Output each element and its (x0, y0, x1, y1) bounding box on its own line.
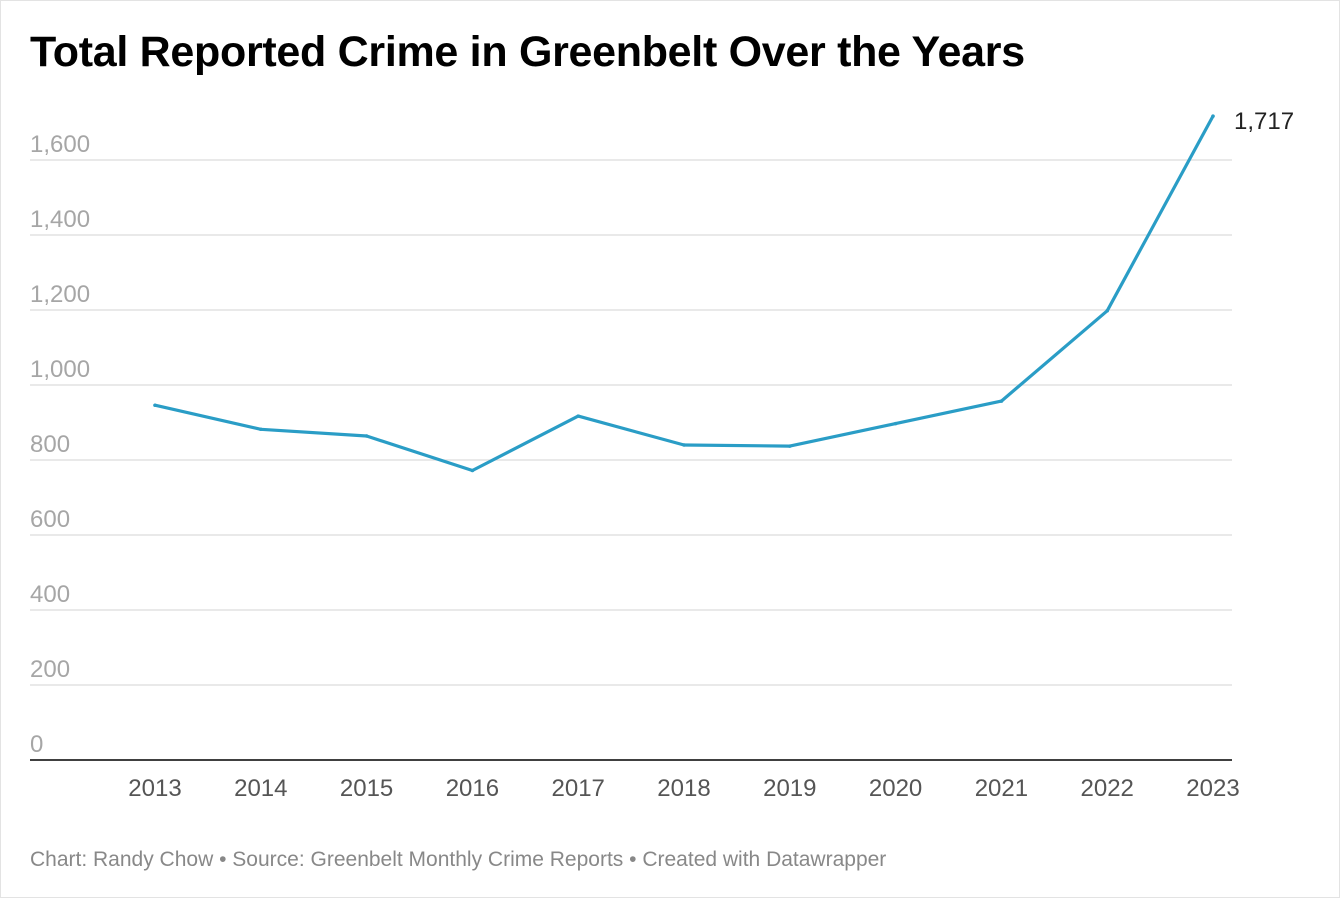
data-point (576, 414, 580, 418)
y-tick-label: 1,200 (30, 281, 90, 308)
data-point (1105, 308, 1109, 313)
footer-separator: • (219, 848, 227, 871)
footer-separator: • (629, 848, 637, 871)
data-point (153, 403, 157, 408)
data-point (788, 444, 792, 448)
x-tick-label: 2014 (234, 775, 287, 802)
chart-credit: Chart: Randy Chow (30, 848, 214, 871)
gridlines (30, 159, 1232, 761)
x-tick-label: 2019 (763, 775, 816, 802)
y-tick-label: 200 (30, 656, 70, 683)
x-tick-label: 2018 (657, 775, 710, 802)
x-tick-label: 2022 (1081, 775, 1134, 802)
y-axis-tick-labels: 0 200 400 600 800 1,000 1,200 1,400 1,600 (30, 131, 90, 758)
y-tick-label: 800 (30, 431, 70, 458)
x-tick-label: 2017 (552, 775, 605, 802)
y-tick-label: 1,400 (30, 206, 90, 233)
end-value-label: 1,717 (1234, 108, 1294, 135)
x-axis-tick-labels: 2013 2014 2015 2016 2017 2018 2019 2020 2021 2022… (128, 775, 1239, 802)
y-tick-label: 1,600 (30, 131, 90, 158)
y-tick-label: 1,000 (30, 356, 90, 383)
chart-footer: Chart: Randy Chow • Source: Greenbelt Mo… (30, 848, 886, 872)
data-point (893, 421, 898, 426)
series-line (153, 114, 1215, 473)
x-tick-label: 2021 (975, 775, 1028, 802)
data-point (999, 399, 1004, 403)
x-tick-label: 2013 (128, 775, 181, 802)
x-tick-label: 2020 (869, 775, 922, 802)
data-point (259, 427, 263, 432)
data-point (470, 468, 475, 473)
x-tick-label: 2023 (1186, 775, 1239, 802)
chart-title: Total Reported Crime in Greenbelt Over t… (30, 28, 1025, 76)
chart-source: Source: Greenbelt Monthly Crime Reports (232, 848, 624, 871)
data-point (1211, 114, 1215, 118)
data-point (364, 434, 369, 438)
data-point (682, 443, 686, 447)
y-tick-label: 400 (30, 581, 70, 608)
y-tick-label: 0 (30, 731, 43, 758)
series-layer: 1,717 (153, 108, 1294, 473)
y-tick-label: 600 (30, 506, 70, 533)
created-with: Created with Datawrapper (642, 848, 887, 871)
x-tick-label: 2015 (340, 775, 393, 802)
x-tick-label: 2016 (446, 775, 499, 802)
